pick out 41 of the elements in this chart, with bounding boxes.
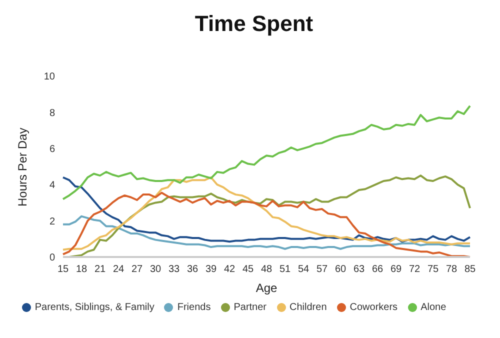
y-tick-label: 2 (49, 216, 56, 228)
y-tick-label: 6 (49, 144, 56, 155)
x-tick-label: 36 (186, 264, 198, 276)
x-tick-label: 85 (464, 264, 476, 276)
x-tick-label: 63 (353, 264, 365, 276)
legend-label: Parents, Siblings, & Family (34, 302, 154, 313)
line-series (62, 104, 471, 200)
legend-label: Partner (234, 302, 267, 313)
line-series (62, 215, 471, 250)
legend-label: Coworkers (350, 302, 398, 313)
x-tick-label: 75 (427, 264, 439, 276)
x-tick-label: 69 (390, 264, 402, 276)
x-tick-label: 51 (279, 264, 291, 276)
chart-title: Time Spent (194, 10, 314, 38)
x-tick-label: 15 (57, 264, 69, 276)
x-tick-label: 57 (316, 264, 328, 276)
x-tick-label: 72 (408, 264, 420, 276)
line-series (62, 192, 471, 257)
x-tick-label: 66 (372, 264, 384, 276)
x-tick-label: 21 (94, 264, 106, 276)
y-tick-label: 8 (49, 108, 56, 119)
x-tick-label: 78 (446, 264, 458, 276)
legend-label: Alone (420, 302, 446, 313)
x-tick-label: 45 (242, 264, 254, 276)
x-tick-label: 42 (224, 264, 236, 276)
x-axis-title: Age (256, 281, 278, 295)
x-tick-label: 27 (131, 264, 143, 276)
y-tick-label: 10 (44, 72, 56, 83)
y-axis-title: Hours Per Day (15, 128, 30, 206)
x-tick-label: 18 (76, 264, 88, 276)
x-tick-label: 33 (168, 264, 180, 276)
y-tick-label: 4 (49, 180, 56, 192)
x-tick-label: 39 (205, 264, 217, 276)
x-tick-label: 24 (112, 264, 124, 276)
y-tick-label: 0 (49, 252, 56, 264)
x-tick-label: 48 (260, 264, 272, 276)
x-tick-label: 30 (150, 264, 162, 276)
legend-label: Children (290, 302, 327, 313)
x-tick-label: 60 (334, 264, 346, 276)
legend-label: Friends (177, 302, 211, 313)
x-tick-label: 54 (298, 264, 310, 276)
